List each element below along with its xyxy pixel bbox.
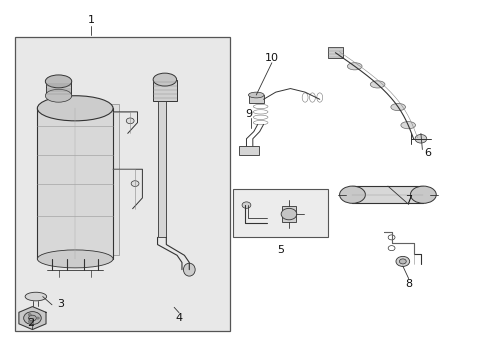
- Bar: [328, 47, 343, 58]
- Ellipse shape: [46, 89, 72, 102]
- Ellipse shape: [370, 81, 385, 88]
- Bar: [43, 104, 119, 255]
- Ellipse shape: [391, 103, 406, 111]
- Bar: [37, 108, 113, 259]
- Text: 7: 7: [405, 195, 412, 205]
- Bar: [153, 80, 176, 101]
- Text: 4: 4: [175, 313, 183, 323]
- Bar: [233, 189, 328, 237]
- Text: 2: 2: [27, 319, 35, 328]
- Circle shape: [28, 315, 36, 321]
- Circle shape: [399, 259, 406, 264]
- Bar: [47, 81, 71, 96]
- Bar: [158, 101, 166, 237]
- Circle shape: [388, 246, 395, 251]
- Polygon shape: [19, 307, 46, 329]
- Circle shape: [24, 312, 41, 324]
- Circle shape: [28, 314, 31, 316]
- Ellipse shape: [37, 96, 113, 121]
- Ellipse shape: [25, 292, 47, 301]
- Text: 6: 6: [425, 148, 432, 158]
- Text: 5: 5: [277, 245, 284, 255]
- Circle shape: [415, 134, 427, 143]
- Circle shape: [131, 181, 139, 186]
- Bar: [239, 146, 259, 155]
- Circle shape: [36, 317, 39, 319]
- Ellipse shape: [347, 63, 362, 70]
- Circle shape: [242, 202, 251, 208]
- Ellipse shape: [37, 250, 113, 268]
- Text: 10: 10: [265, 53, 279, 63]
- Circle shape: [28, 320, 31, 323]
- Circle shape: [126, 118, 134, 124]
- Bar: [282, 206, 296, 222]
- Ellipse shape: [153, 73, 176, 86]
- Ellipse shape: [46, 75, 72, 88]
- Text: 8: 8: [405, 279, 412, 289]
- Ellipse shape: [340, 186, 366, 203]
- Text: 3: 3: [57, 299, 64, 309]
- Text: 1: 1: [88, 15, 95, 26]
- Ellipse shape: [411, 186, 436, 203]
- Bar: [352, 186, 423, 203]
- Text: 9: 9: [245, 109, 252, 119]
- Circle shape: [388, 235, 395, 240]
- Bar: [15, 37, 230, 330]
- Ellipse shape: [401, 122, 416, 129]
- Bar: [249, 95, 264, 103]
- Circle shape: [396, 256, 410, 266]
- Circle shape: [281, 208, 297, 220]
- Ellipse shape: [183, 263, 195, 276]
- Ellipse shape: [248, 92, 264, 98]
